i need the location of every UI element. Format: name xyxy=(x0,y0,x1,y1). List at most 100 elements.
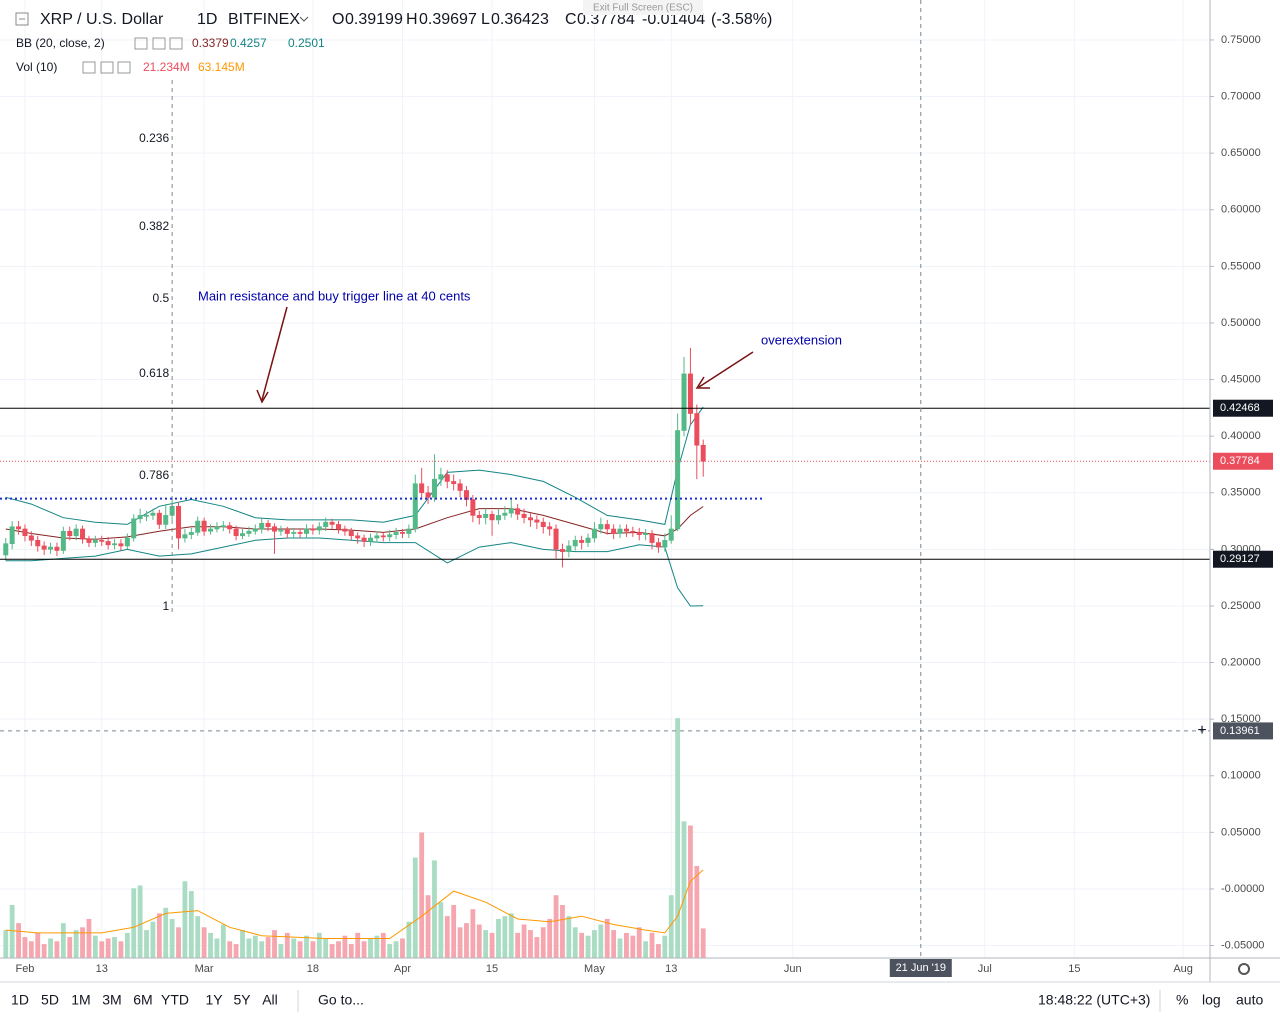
candle-body xyxy=(387,534,393,538)
candle-body xyxy=(195,520,201,533)
candle-body xyxy=(201,520,207,532)
tooltip-box xyxy=(583,0,703,15)
option[interactable]: log xyxy=(1202,992,1221,1008)
price-label-box xyxy=(1213,452,1273,470)
candle-body xyxy=(150,512,156,516)
indicator-name[interactable]: BB (20, close, 2) xyxy=(16,36,105,50)
candle-body xyxy=(521,513,527,518)
candle-body xyxy=(348,530,354,537)
y-tick-label: 0.05000 xyxy=(1221,826,1261,838)
candle-body xyxy=(694,413,700,446)
volume-bar xyxy=(380,932,386,958)
candle-body xyxy=(265,523,271,528)
volume-bar xyxy=(489,932,495,958)
candle-body xyxy=(553,528,559,550)
change: -0.01404 xyxy=(642,11,705,28)
volume-bar xyxy=(336,941,341,958)
volume-bar xyxy=(86,918,92,958)
icon[interactable] xyxy=(169,37,183,50)
candle-body xyxy=(495,515,501,521)
crosshair-plus: + xyxy=(1197,722,1206,739)
symbol[interactable]: XRP / U.S. Dollar xyxy=(40,11,164,28)
option[interactable]: auto xyxy=(1236,992,1263,1008)
plot: 0.236 0.382 0.5 0.618 0.786 1 xyxy=(0,0,1210,958)
ohlc-value: 0.39199 xyxy=(345,11,403,28)
volume-bar xyxy=(668,895,674,958)
goto[interactable]: Go to... xyxy=(318,992,364,1008)
volume-bar xyxy=(540,927,546,958)
range-button[interactable]: YTD xyxy=(161,992,189,1008)
candle-body xyxy=(700,444,706,462)
range-button[interactable]: 5D xyxy=(41,992,59,1008)
range-button[interactable]: 5Y xyxy=(233,992,251,1008)
volume-bar xyxy=(688,825,693,958)
chevron[interactable] xyxy=(299,16,309,22)
candle-body xyxy=(374,535,380,539)
range-button[interactable]: 1M xyxy=(71,992,90,1008)
volume-bar xyxy=(662,935,668,958)
icon[interactable] xyxy=(82,61,96,74)
volume-bar xyxy=(259,941,265,958)
arrow xyxy=(698,351,754,388)
icon[interactable] xyxy=(134,37,148,50)
volume-bar xyxy=(329,944,335,958)
x-tick-label: 18 xyxy=(307,963,319,975)
volume-bar xyxy=(419,832,425,958)
candle-body xyxy=(208,528,214,532)
volume-bar xyxy=(92,935,98,958)
x-tick-label: 15 xyxy=(486,963,498,975)
candle-body xyxy=(124,537,130,547)
volume-bar xyxy=(700,928,706,958)
volume-bar xyxy=(9,905,15,958)
candle-body xyxy=(399,532,405,534)
x-tick-label: 15 xyxy=(1068,963,1080,975)
volume-bar xyxy=(272,930,277,958)
volume-bar xyxy=(28,941,34,958)
icon[interactable] xyxy=(100,61,114,74)
indicator-name[interactable]: Vol (10) xyxy=(16,60,57,74)
range-button[interactable]: 3M xyxy=(102,992,121,1008)
range-button[interactable]: All xyxy=(262,992,278,1008)
volume-bar xyxy=(118,941,124,958)
volume-bar xyxy=(291,938,297,958)
candle-body xyxy=(48,546,54,550)
bb-lower xyxy=(5,537,704,607)
settings-icon[interactable] xyxy=(1238,963,1250,975)
range-button[interactable]: 6M xyxy=(133,992,152,1008)
candle-body xyxy=(188,532,194,535)
candle-body xyxy=(636,532,642,535)
option[interactable]: % xyxy=(1176,992,1188,1008)
fib-label: 0.5 xyxy=(152,291,169,305)
volume-bar xyxy=(694,865,700,958)
volume-bar xyxy=(617,938,623,958)
collapse-icon[interactable] xyxy=(15,12,29,26)
volume-bar xyxy=(361,941,367,958)
change-percent: (-3.58%) xyxy=(711,11,772,28)
volume-bar xyxy=(124,932,130,958)
x-tick-label: 13 xyxy=(96,963,108,975)
range-button[interactable]: 1D xyxy=(11,992,29,1008)
candle-body xyxy=(35,539,41,547)
volume-bar xyxy=(604,918,610,958)
exchange[interactable]: BITFINEX xyxy=(228,11,300,28)
candle-body xyxy=(259,523,265,530)
volume-bar xyxy=(348,944,354,958)
range-button[interactable]: 1Y xyxy=(205,992,223,1008)
tooltip[interactable]: Exit Full Screen (ESC) xyxy=(593,3,693,14)
price-label: 0.29127 xyxy=(1220,553,1260,565)
candle-body xyxy=(233,528,239,537)
candle-body xyxy=(176,506,182,539)
candle-body xyxy=(342,528,348,532)
volume-bar xyxy=(432,860,437,958)
volume-bar xyxy=(579,932,585,958)
volume-bar xyxy=(105,938,111,958)
volume-bar xyxy=(144,930,149,958)
candle-body xyxy=(41,545,47,550)
volume-bar xyxy=(182,881,188,958)
volume-bar xyxy=(195,916,201,958)
candle-body xyxy=(489,513,495,521)
icon[interactable] xyxy=(152,37,166,50)
interval[interactable]: 1D xyxy=(197,11,217,28)
icon[interactable] xyxy=(117,61,131,74)
price-label-box xyxy=(1213,399,1273,417)
